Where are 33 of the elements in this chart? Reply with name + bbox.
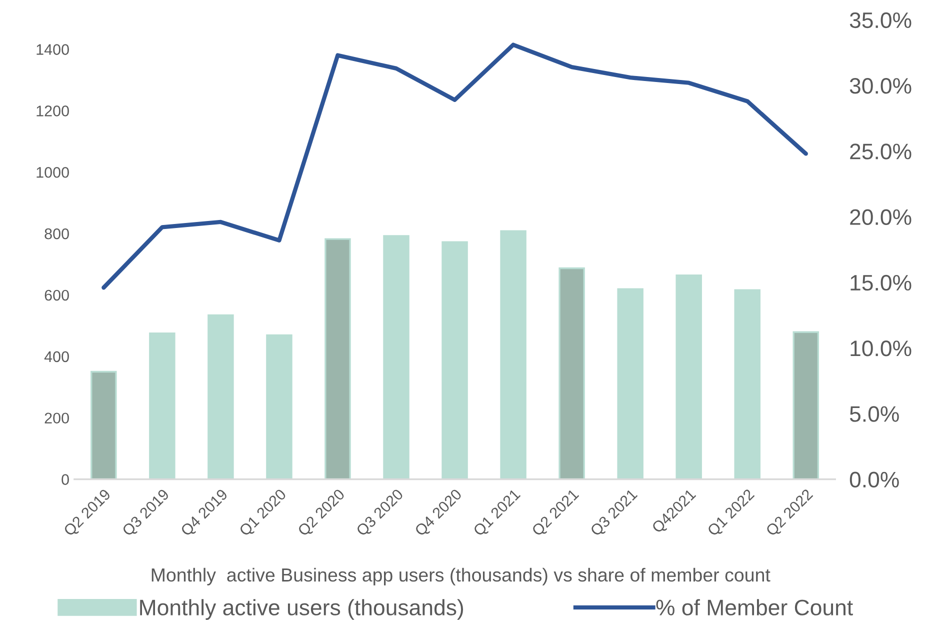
y-tick-label: 0: [62, 474, 69, 485]
y2-tick-label: 10.0%: [850, 340, 912, 356]
y-tick-label: 200: [44, 412, 69, 424]
bar: [266, 334, 292, 480]
legend-label: % of Member Count: [656, 599, 853, 616]
y2-tick-label: 30.0%: [850, 78, 912, 94]
line-series: [102, 42, 808, 290]
y2-tick-label: 35.0%: [850, 12, 912, 28]
bar: [442, 241, 468, 480]
bar: [676, 274, 702, 480]
legend-label: Monthly active users (thousands): [140, 599, 464, 620]
y-tick-label: 1400: [36, 44, 69, 55]
bar: [792, 331, 820, 480]
bar: [383, 235, 410, 480]
y2-tick-label: 15.0%: [850, 274, 912, 291]
bar: [324, 238, 351, 480]
bar: [149, 332, 176, 480]
y2-tick-label: 25.0%: [850, 144, 912, 160]
y-tick-label: 1200: [36, 106, 69, 116]
bar: [558, 267, 585, 480]
y-tick-label: 400: [44, 351, 69, 362]
bar: [90, 370, 117, 480]
bar: [734, 289, 760, 480]
bar: [208, 314, 234, 480]
bar: [500, 230, 526, 480]
y-tick-label: 1000: [36, 166, 69, 178]
y2-tick-label: 5.0%: [850, 406, 899, 422]
y-tick-label: 800: [44, 228, 69, 240]
bar: [617, 288, 644, 480]
y2-tick-label: 0.0%: [850, 472, 899, 488]
y-tick-label: 600: [44, 290, 69, 301]
text: Monthly active Business app users (thousands) vs share of member count: [152, 568, 770, 586]
y2-tick-label: 20.0%: [850, 209, 912, 226]
